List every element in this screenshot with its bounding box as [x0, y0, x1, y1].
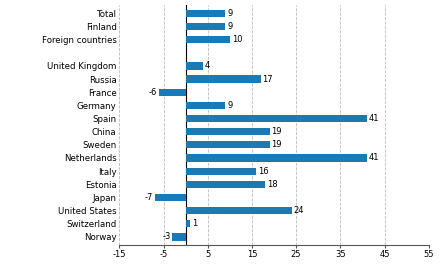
Bar [186, 102, 225, 109]
Bar [186, 154, 367, 162]
Bar [159, 89, 186, 96]
Text: 1: 1 [192, 219, 197, 228]
Text: -3: -3 [162, 232, 171, 242]
Bar [186, 115, 367, 122]
Text: -7: -7 [145, 193, 153, 202]
Bar [186, 62, 203, 70]
Bar [186, 168, 256, 175]
Text: 19: 19 [271, 140, 282, 149]
Bar [186, 207, 292, 214]
Bar [186, 128, 270, 135]
Text: 10: 10 [232, 35, 242, 44]
Text: 41: 41 [369, 114, 379, 123]
Bar [172, 233, 186, 240]
Bar [186, 10, 225, 17]
Text: -6: -6 [149, 88, 157, 97]
Bar [186, 75, 261, 83]
Text: 16: 16 [258, 167, 269, 176]
Bar [186, 141, 270, 149]
Text: 17: 17 [263, 75, 273, 84]
Text: 18: 18 [267, 180, 278, 189]
Text: 19: 19 [271, 127, 282, 136]
Text: 24: 24 [293, 206, 304, 215]
Text: 9: 9 [227, 101, 232, 110]
Text: 41: 41 [369, 153, 379, 162]
Text: 4: 4 [205, 61, 210, 70]
Bar [186, 36, 230, 43]
Bar [186, 181, 265, 188]
Bar [186, 23, 225, 30]
Text: 9: 9 [227, 9, 232, 18]
Bar [155, 194, 186, 201]
Text: 9: 9 [227, 22, 232, 31]
Bar [186, 220, 190, 227]
